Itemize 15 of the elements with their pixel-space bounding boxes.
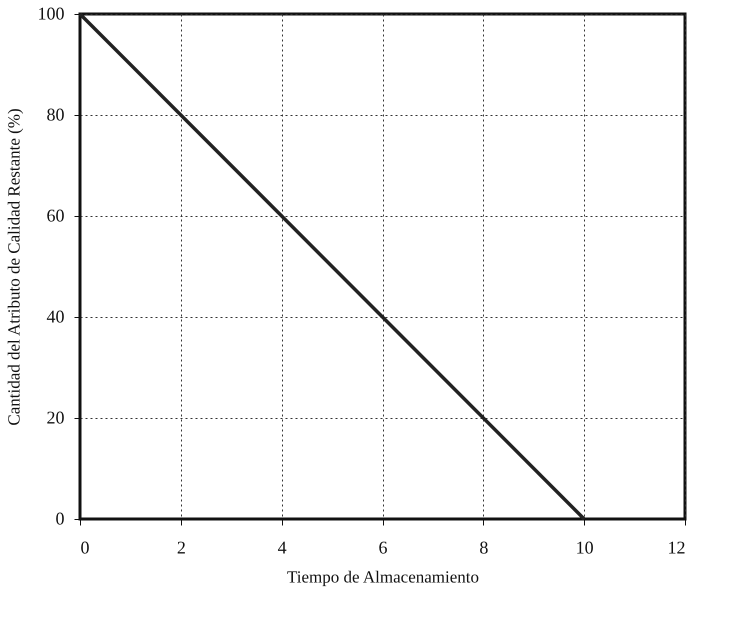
y-axis-title: Cantidad del Atributo de Calidad Restante (%)	[4, 108, 24, 426]
y-tick-label: 0	[56, 508, 64, 528]
y-tick-label: 100	[38, 4, 64, 24]
y-tick-label: 40	[46, 306, 64, 326]
x-tick-label: 8	[479, 538, 488, 558]
x-tick-label: 6	[378, 538, 388, 558]
x-tick-label: 2	[176, 538, 186, 558]
x-axis-title: Tiempo de Almacenamiento	[286, 568, 480, 586]
x-tick-label: 12	[668, 538, 686, 558]
x-tick-label: 0	[80, 538, 90, 558]
y-tick-label: 20	[46, 408, 64, 428]
x-tick-label: 10	[576, 538, 594, 558]
y-tick-label: 80	[46, 104, 64, 124]
y-tick-label: 60	[46, 206, 64, 226]
x-tick-label: 4	[278, 538, 287, 558]
